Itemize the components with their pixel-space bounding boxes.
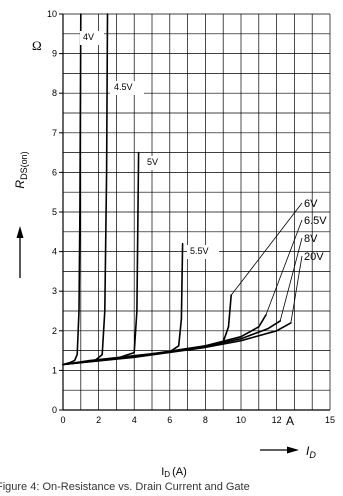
curve-label-bg	[187, 245, 219, 259]
x-axis-label-sub: D	[164, 470, 170, 479]
leader-line	[279, 237, 303, 322]
curve-label-5-5v: 5.5V	[190, 246, 209, 256]
y-tick-label: 8	[52, 88, 57, 98]
figure-caption: Figure 4: On-Resistance vs. Drain Curren…	[0, 481, 250, 493]
y-unit-label: Ω	[32, 38, 42, 53]
y-axis-label: RDS(on)	[13, 151, 29, 188]
x-tick-label: 15	[325, 415, 335, 425]
series-line-20v	[62, 322, 292, 366]
y-tick-label: 6	[52, 167, 57, 177]
y-tick-label: 4	[52, 247, 57, 257]
series-line-5v	[62, 151, 140, 366]
x-tick-label: 10	[236, 415, 246, 425]
x-tick-label: 12	[272, 415, 282, 425]
series-line-4v	[62, 13, 82, 366]
x-axis-label-main: I	[161, 466, 164, 478]
x-tick-label: 8	[203, 415, 208, 425]
y-axis-label-main: R	[13, 180, 27, 189]
curve-label-20v: 20V	[304, 251, 324, 263]
x-tick-label: 6	[167, 415, 172, 425]
x-tick-label: 0	[60, 415, 65, 425]
y-tick-label: 7	[52, 128, 57, 138]
grid	[59, 13, 331, 411]
curve-label-bg	[80, 31, 104, 45]
y-tick-label: 2	[52, 326, 57, 336]
y-tick-label: 10	[47, 9, 57, 19]
curve-label-6v: 6V	[304, 198, 318, 210]
y-axis-label-sub: DS(on)	[19, 151, 29, 180]
x-arrow-label-sub: D	[309, 450, 316, 460]
series-line-4-5v	[62, 13, 109, 366]
x-unit-label: A	[286, 414, 294, 428]
curve-label-4v: 4V	[83, 32, 94, 42]
x-axis-label: ID (A)	[161, 466, 187, 479]
leader-line	[265, 219, 303, 316]
y-tick-label: 0	[52, 405, 57, 415]
y-arrow-head	[16, 226, 24, 238]
curve-label-6-5v: 6.5V	[304, 215, 327, 227]
x-tick-label: 2	[96, 415, 101, 425]
curve-label-5v: 5V	[147, 157, 158, 167]
x-arrow-head	[287, 446, 299, 454]
curve-labels: 4V 4.5V 5V 5.5V 6V 6.5V 8V 20V	[80, 31, 327, 263]
y-tick-label: 5	[52, 207, 57, 217]
y-tick-label: 3	[52, 286, 57, 296]
x-arrow-label: ID	[306, 444, 316, 460]
x-axis-label-unit: (A)	[172, 466, 187, 478]
series-line-8v	[62, 320, 281, 366]
legend-leaders	[230, 202, 303, 323]
x-arrow-label-main: I	[306, 444, 310, 458]
x-tick-label: 4	[132, 415, 137, 425]
y-tick-label: 9	[52, 49, 57, 59]
y-tick-label: 1	[52, 365, 57, 375]
leader-line	[290, 255, 303, 323]
curve-label-8v: 8V	[304, 233, 318, 245]
curve-label-bg	[144, 156, 166, 170]
leader-line	[230, 202, 303, 296]
series-layer	[62, 13, 292, 366]
curve-label-4-5v: 4.5V	[114, 82, 133, 92]
curve-label-bg	[110, 81, 144, 95]
